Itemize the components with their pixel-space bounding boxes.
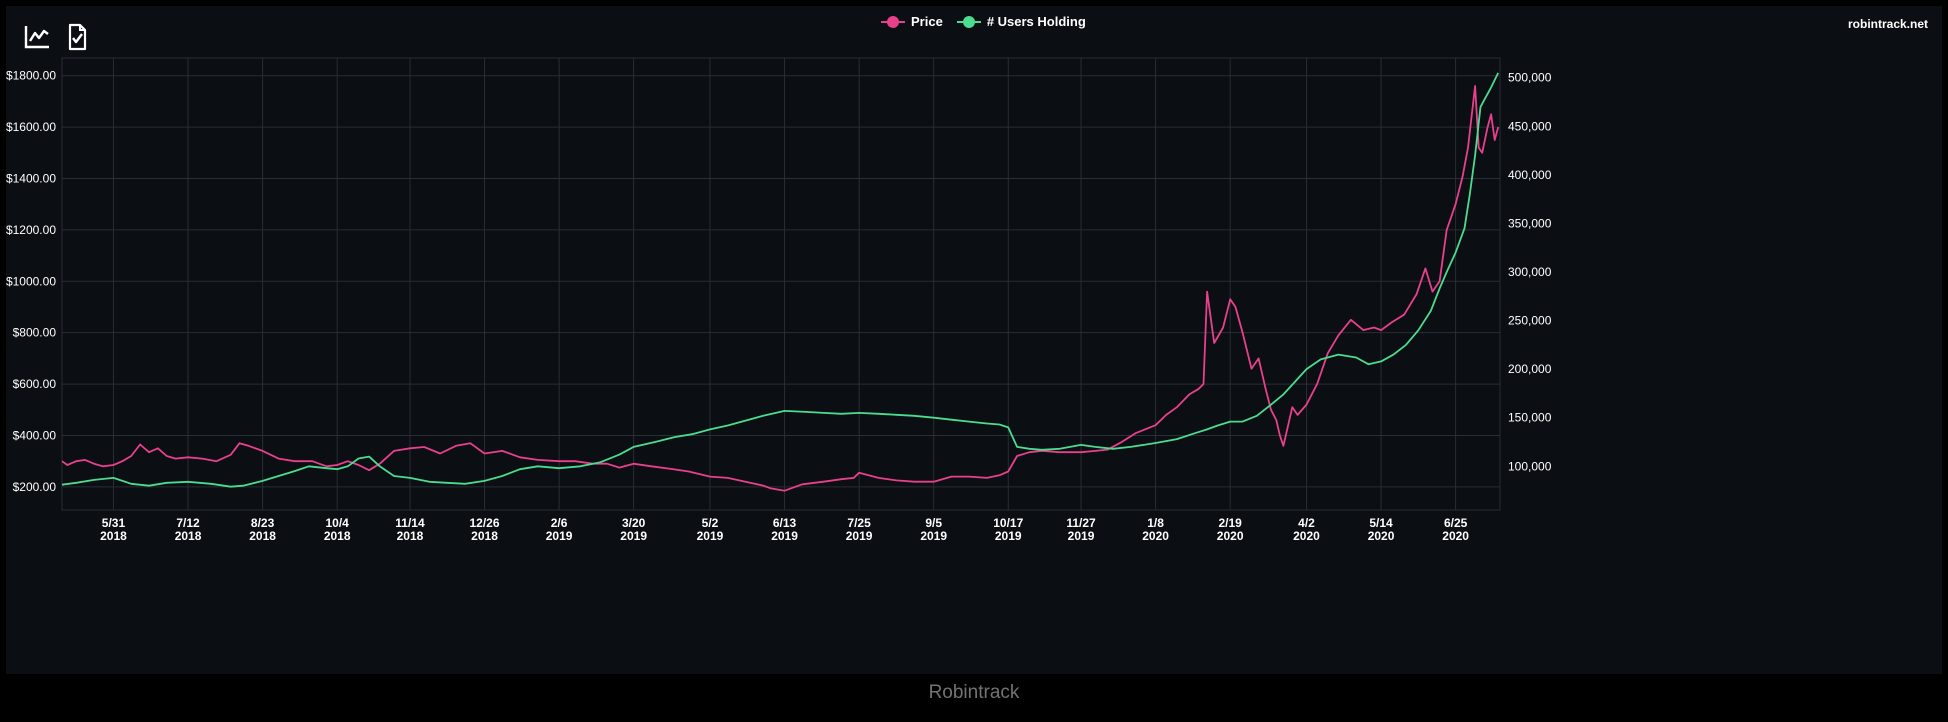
footer-brand: Robintrack — [928, 682, 1020, 703]
x-tick-year-label: 2019 — [995, 529, 1022, 543]
site-label[interactable]: robintrack.net — [1847, 17, 1928, 31]
legend-label: Price — [911, 14, 943, 29]
x-tick-year-label: 2019 — [697, 529, 724, 543]
x-tick-year-label: 2020 — [1442, 529, 1469, 543]
x-tick-label: 7/12 — [176, 516, 200, 530]
x-tick-label: 12/26 — [470, 516, 500, 530]
x-tick-label: 5/31 — [102, 516, 126, 530]
y-right-tick-label: 300,000 — [1508, 265, 1552, 279]
x-tick-label: 5/2 — [702, 516, 719, 530]
y-left-tick-label: $800.00 — [13, 326, 57, 340]
y-left-tick-label: $1200.00 — [6, 223, 56, 237]
x-tick-label: 4/2 — [1298, 516, 1315, 530]
x-tick-label: 5/14 — [1369, 516, 1393, 530]
x-tick-label: 6/25 — [1444, 516, 1468, 530]
legend-item-users[interactable]: # Users Holding — [956, 14, 1086, 29]
x-tick-year-label: 2019 — [620, 529, 647, 543]
x-tick-label: 6/13 — [773, 516, 797, 530]
price-series-line — [61, 85, 1500, 492]
y-left-tick-label: $1600.00 — [6, 120, 56, 134]
line-chart-icon[interactable] — [22, 22, 52, 52]
x-tick-year-label: 2020 — [1142, 529, 1169, 543]
y-right-tick-label: 400,000 — [1508, 168, 1552, 182]
x-tick-year-label: 2018 — [175, 529, 202, 543]
x-tick-year-label: 2019 — [1068, 529, 1095, 543]
y-left-tick-label: $400.00 — [13, 428, 57, 442]
x-tick-year-label: 2018 — [100, 529, 127, 543]
legend-item-price[interactable]: Price — [881, 14, 943, 29]
x-tick-year-label: 2019 — [920, 529, 947, 543]
x-tick-year-label: 2019 — [546, 529, 573, 543]
x-tick-year-label: 2018 — [471, 529, 498, 543]
chart-legend: Price # Users Holding — [881, 14, 1086, 29]
x-tick-label: 10/4 — [325, 516, 349, 530]
x-tick-year-label: 2018 — [249, 529, 276, 543]
y-right-tick-label: 500,000 — [1508, 71, 1552, 85]
y-left-tick-label: $1000.00 — [6, 274, 56, 288]
plot-frame — [61, 57, 1501, 511]
y-left-tick-label: $1800.00 — [6, 69, 56, 83]
x-tick-label: 7/25 — [847, 516, 871, 530]
x-tick-label: 11/14 — [395, 516, 425, 530]
x-tick-label: 8/23 — [251, 516, 275, 530]
y-right-tick-label: 250,000 — [1508, 314, 1552, 328]
x-tick-label: 3/20 — [622, 516, 646, 530]
x-tick-label: 2/19 — [1218, 516, 1242, 530]
y-right-tick-label: 200,000 — [1508, 362, 1552, 376]
document-check-icon[interactable] — [62, 22, 92, 52]
y-right-tick-label: 150,000 — [1508, 411, 1552, 425]
y-right-tick-label: 100,000 — [1508, 459, 1552, 473]
y-right-tick-label: 450,000 — [1508, 119, 1552, 133]
x-tick-year-label: 2018 — [397, 529, 424, 543]
legend-swatch-icon — [881, 15, 905, 28]
x-tick-label: 11/27 — [1066, 516, 1096, 530]
y-left-tick-label: $200.00 — [13, 480, 57, 494]
x-tick-year-label: 2019 — [771, 529, 798, 543]
x-tick-label: 9/5 — [925, 516, 942, 530]
chart-svg: $200.00 $400.00 $600.00 $800.00 $1000.00 $120… — [6, 57, 1552, 543]
x-tick-year-label: 2020 — [1368, 529, 1395, 543]
y-right-tick-label: 350,000 — [1508, 216, 1552, 230]
chart-panel: Price # Users Holding robintrack.net $200… — [6, 6, 1942, 674]
x-tick-year-label: 2020 — [1293, 529, 1320, 543]
x-tick-year-label: 2019 — [846, 529, 873, 543]
x-tick-label: 2/6 — [551, 516, 568, 530]
legend-label: # Users Holding — [986, 14, 1086, 29]
x-tick-year-label: 2018 — [324, 529, 351, 543]
y-left-tick-label: $1400.00 — [6, 172, 56, 186]
x-tick-label: 1/8 — [1147, 516, 1164, 530]
users-series-line — [61, 72, 1500, 488]
x-tick-label: 10/17 — [993, 516, 1023, 530]
legend-swatch-icon — [956, 15, 981, 28]
x-tick-year-label: 2020 — [1217, 529, 1244, 543]
y-left-tick-label: $600.00 — [13, 377, 57, 391]
